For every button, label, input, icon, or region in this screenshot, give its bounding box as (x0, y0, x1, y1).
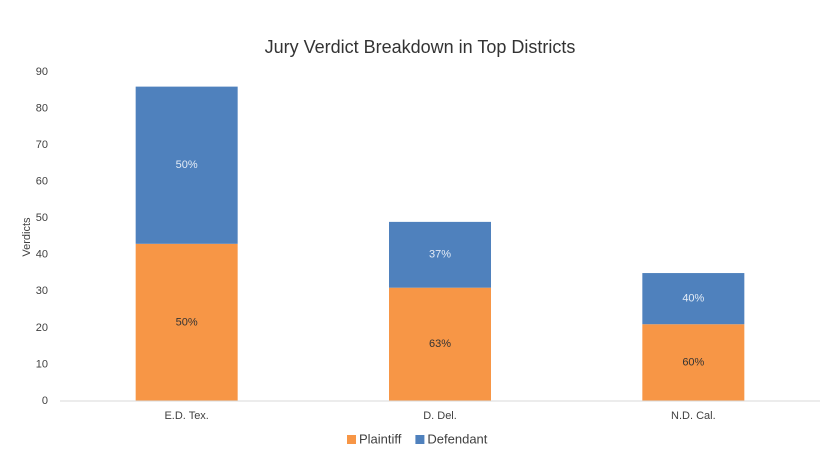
bar-segment (642, 273, 745, 325)
data-label: 50% (176, 316, 198, 328)
y-tick-label: 20 (36, 322, 48, 334)
x-tick-label: D. Del. (423, 410, 457, 422)
data-label: 60% (682, 357, 704, 369)
x-tick-label: N.D. Cal. (671, 410, 716, 422)
legend-swatch (347, 435, 356, 444)
y-tick-label: 40 (36, 249, 48, 261)
bar-segment (135, 243, 238, 401)
bar-segment (389, 221, 491, 288)
y-axis-label: Verdicts (21, 217, 33, 257)
data-label: 50% (176, 159, 198, 171)
y-tick-label: 90 (36, 66, 48, 78)
y-tick-label: 80 (36, 102, 48, 114)
data-label: 63% (429, 338, 451, 350)
data-label: 37% (429, 249, 451, 261)
data-label: 40% (682, 293, 704, 305)
y-tick-label: 50 (36, 212, 48, 224)
legend-label: Defendant (427, 431, 487, 446)
y-tick-label: 70 (36, 139, 48, 151)
legend-label: Plaintiff (359, 431, 402, 446)
bar-segment (642, 324, 745, 401)
y-tick-label: 10 (36, 358, 48, 370)
chart-title: Jury Verdict Breakdown in Top Districts (265, 37, 576, 57)
bar-segment (135, 86, 238, 244)
y-tick-label: 0 (42, 395, 48, 407)
bar-segment (389, 287, 491, 401)
legend-swatch (415, 435, 425, 444)
y-tick-label: 60 (36, 176, 48, 188)
x-tick-label: E.D. Tex. (164, 410, 208, 422)
y-tick-label: 30 (36, 285, 48, 297)
